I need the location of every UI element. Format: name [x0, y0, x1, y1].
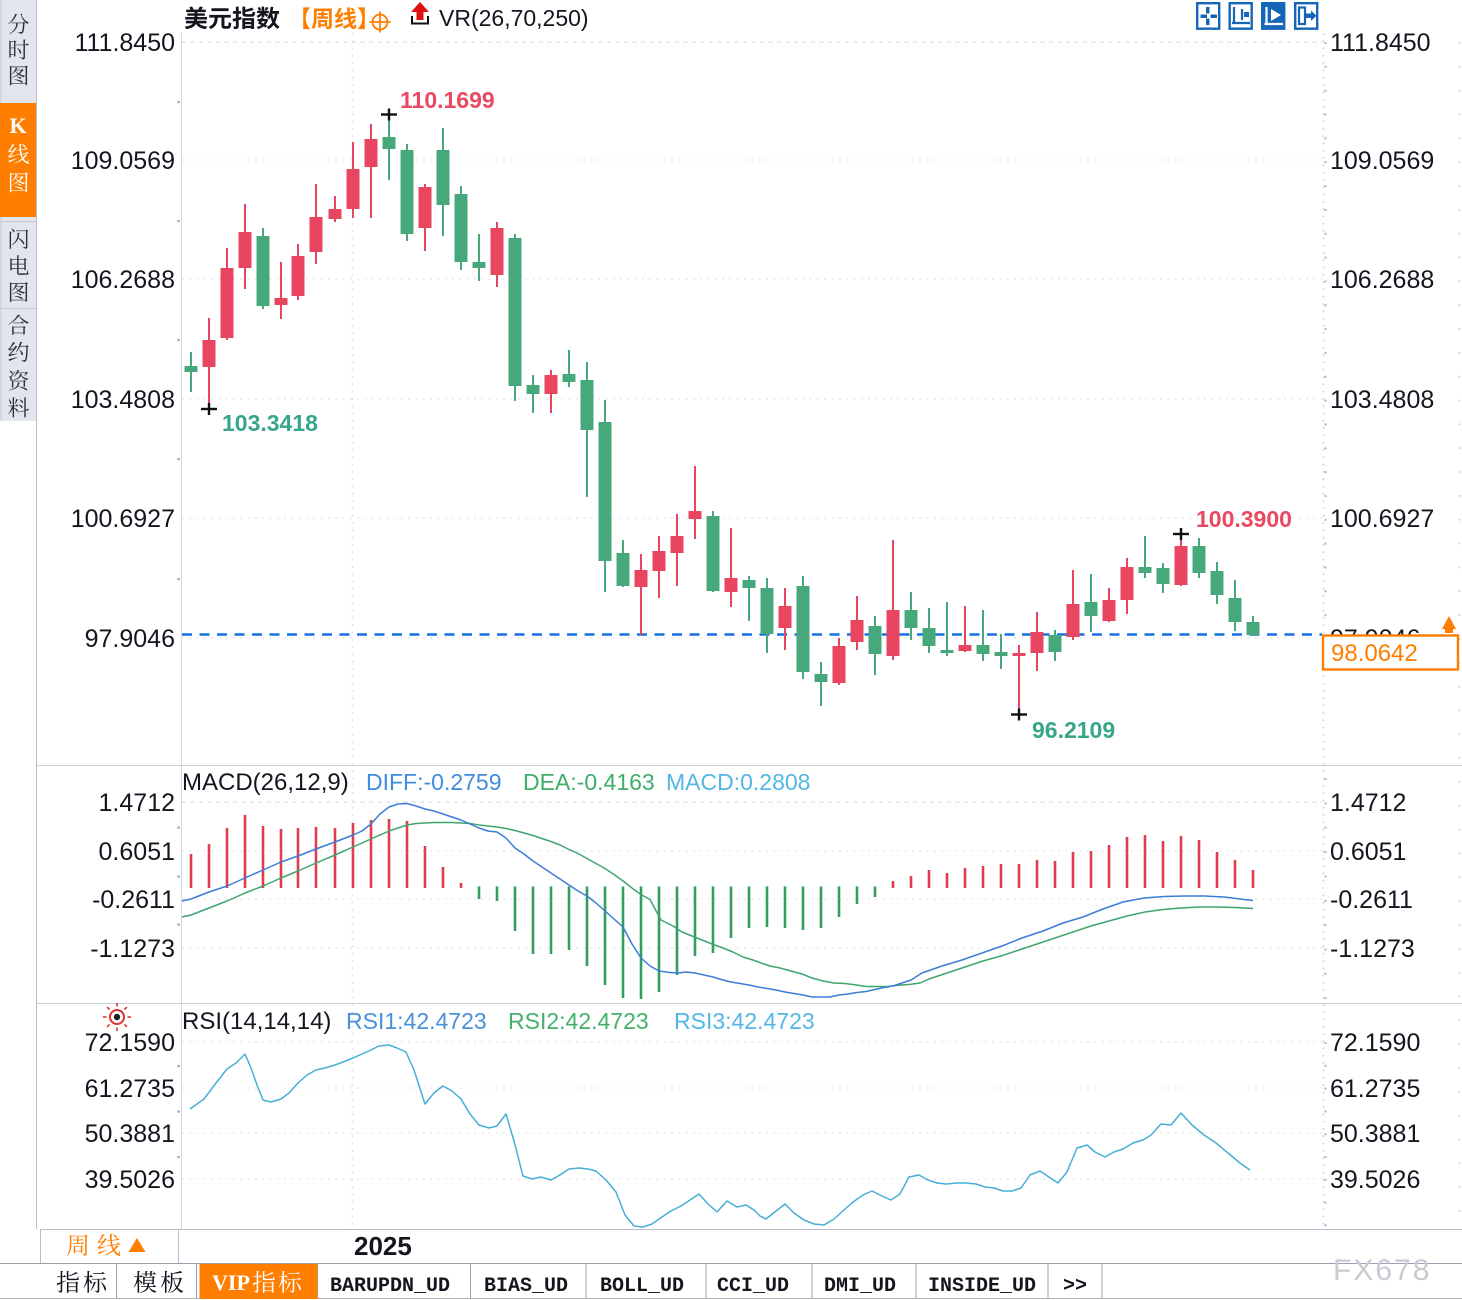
svg-text:RSI2:42.4723: RSI2:42.4723 — [508, 1008, 649, 1034]
svg-text:109.0569: 109.0569 — [1330, 147, 1434, 175]
svg-text:100.3900: 100.3900 — [1196, 506, 1292, 532]
svg-text:100.6927: 100.6927 — [71, 505, 175, 533]
svg-text:K: K — [9, 113, 26, 138]
svg-text:0.6051: 0.6051 — [1330, 838, 1406, 866]
svg-text:96.2109: 96.2109 — [1032, 717, 1115, 743]
svg-text:BARUPDN_UD: BARUPDN_UD — [330, 1275, 450, 1298]
svg-text:DIFF:-0.2759: DIFF:-0.2759 — [366, 769, 502, 795]
svg-text:106.2688: 106.2688 — [1330, 266, 1434, 294]
svg-text:MACD:0.2808: MACD:0.2808 — [666, 769, 810, 795]
svg-text:MACD(26,12,9): MACD(26,12,9) — [182, 769, 349, 796]
svg-text:BIAS_UD: BIAS_UD — [484, 1275, 568, 1298]
svg-text:111.8450: 111.8450 — [1330, 29, 1431, 57]
svg-text:VR(26,70,250): VR(26,70,250) — [439, 5, 589, 31]
svg-text:RSI3:42.4723: RSI3:42.4723 — [674, 1008, 815, 1034]
svg-text:1.4712: 1.4712 — [99, 789, 175, 817]
svg-text:103.4808: 103.4808 — [1330, 386, 1434, 414]
svg-text:-1.1273: -1.1273 — [1330, 935, 1415, 963]
svg-text:39.5026: 39.5026 — [1330, 1166, 1420, 1194]
svg-text:-0.2611: -0.2611 — [92, 886, 175, 914]
svg-text:61.2735: 61.2735 — [1330, 1075, 1420, 1103]
svg-text:1.4712: 1.4712 — [1330, 789, 1406, 817]
svg-text:DMI_UD: DMI_UD — [824, 1275, 896, 1298]
svg-text:110.1699: 110.1699 — [400, 87, 495, 113]
svg-text:VIP: VIP — [212, 1270, 250, 1295]
svg-text:RSI(14,14,14): RSI(14,14,14) — [182, 1008, 331, 1035]
svg-text:72.1590: 72.1590 — [85, 1029, 175, 1057]
svg-text:98.0642: 98.0642 — [1331, 640, 1418, 667]
svg-text:111.8450: 111.8450 — [74, 29, 175, 57]
svg-text:39.5026: 39.5026 — [85, 1166, 175, 1194]
svg-text:109.0569: 109.0569 — [71, 147, 175, 175]
svg-text:103.3418: 103.3418 — [222, 410, 318, 436]
svg-text:97.9046: 97.9046 — [85, 625, 175, 653]
svg-text:100.6927: 100.6927 — [1330, 505, 1434, 533]
svg-text:FX678: FX678 — [1333, 1254, 1431, 1287]
svg-text:0.6051: 0.6051 — [99, 838, 175, 866]
svg-text:CCI_UD: CCI_UD — [717, 1275, 789, 1298]
svg-text:BOLL_UD: BOLL_UD — [600, 1275, 684, 1298]
svg-text:2025: 2025 — [354, 1231, 412, 1261]
svg-text:72.1590: 72.1590 — [1330, 1029, 1420, 1057]
svg-text:106.2688: 106.2688 — [71, 266, 175, 294]
svg-text:50.3881: 50.3881 — [1330, 1120, 1420, 1148]
svg-text:>>: >> — [1063, 1275, 1087, 1298]
svg-text:DEA:-0.4163: DEA:-0.4163 — [523, 769, 655, 795]
svg-text:103.4808: 103.4808 — [71, 386, 175, 414]
svg-text:61.2735: 61.2735 — [85, 1075, 175, 1103]
svg-text:-0.2611: -0.2611 — [1330, 886, 1413, 914]
svg-text:INSIDE_UD: INSIDE_UD — [928, 1275, 1036, 1298]
svg-text:RSI1:42.4723: RSI1:42.4723 — [346, 1008, 487, 1034]
svg-text:50.3881: 50.3881 — [85, 1120, 175, 1148]
svg-text:-1.1273: -1.1273 — [90, 935, 175, 963]
